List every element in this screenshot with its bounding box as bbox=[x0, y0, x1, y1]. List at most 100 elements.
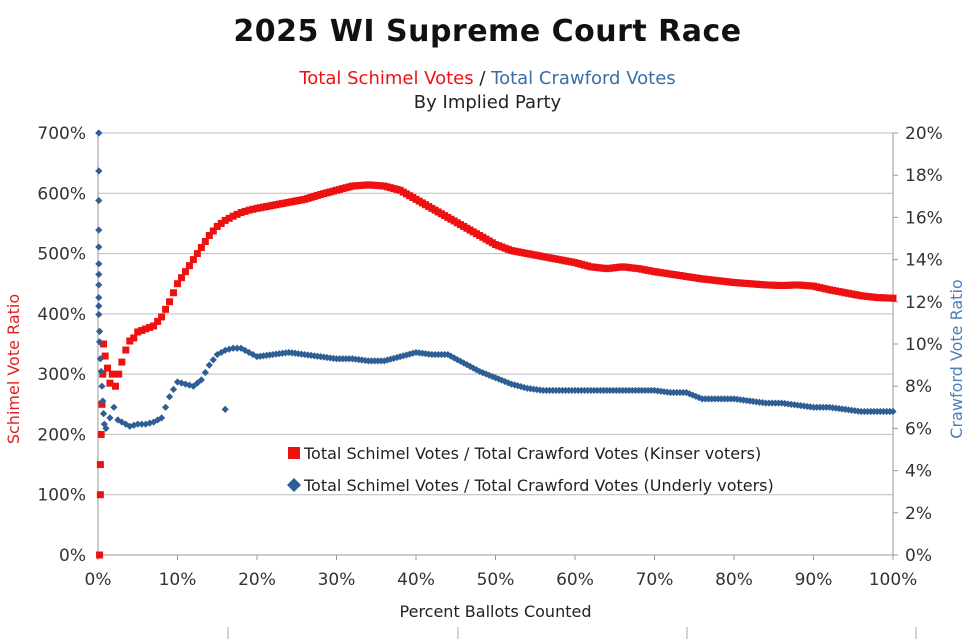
series-point-underly bbox=[138, 420, 146, 428]
series-point-underly bbox=[889, 407, 897, 416]
series-point-kinser bbox=[233, 210, 241, 218]
series-point-kinser bbox=[221, 216, 229, 224]
y-left-axis-title: Schimel Vote Ratio bbox=[4, 294, 23, 444]
x-tick-label: 20% bbox=[238, 570, 276, 590]
series-point-kinser bbox=[104, 364, 112, 372]
series-point-underly bbox=[351, 355, 360, 363]
series-point-underly bbox=[95, 226, 103, 234]
y-left-tick-label: 700% bbox=[37, 124, 86, 144]
series-point-kinser bbox=[101, 352, 109, 360]
y-right-tick-label: 14% bbox=[905, 251, 943, 271]
series-point-underly bbox=[660, 388, 668, 396]
y-right-tick-label: 12% bbox=[905, 293, 943, 313]
y-left-tick-label: 300% bbox=[37, 365, 86, 385]
series-point-underly bbox=[393, 353, 401, 362]
series-point-underly bbox=[262, 351, 271, 359]
series-point-underly bbox=[733, 395, 741, 403]
series-point-underly bbox=[501, 377, 509, 386]
series-point-kinser bbox=[889, 294, 897, 302]
series-point-underly bbox=[479, 369, 487, 377]
series-point-underly bbox=[654, 387, 662, 395]
series-point-underly bbox=[126, 422, 134, 430]
y-right-tick-label: 20% bbox=[905, 124, 943, 144]
y-right-tick-label: 2% bbox=[905, 504, 932, 524]
chart-title: 2025 WI Supreme Court Race bbox=[233, 14, 742, 49]
series-point-underly bbox=[657, 387, 665, 395]
series-point-kinser bbox=[99, 370, 107, 378]
series-point-kinser bbox=[134, 328, 142, 336]
series-point-underly bbox=[161, 403, 170, 411]
series-point-kinser bbox=[181, 268, 189, 276]
series-point-underly bbox=[181, 380, 190, 388]
series-point-underly bbox=[755, 398, 764, 406]
y-right-tick-label: 0% bbox=[905, 546, 932, 566]
series-point-underly bbox=[165, 393, 174, 401]
series-point-underly bbox=[110, 403, 118, 411]
series-point-underly bbox=[229, 344, 237, 352]
series-point-underly bbox=[787, 400, 795, 408]
chart-subtitle: Total Schimel Votes / Total Crawford Vot… bbox=[0, 68, 975, 89]
series-point-kinser bbox=[122, 346, 130, 354]
series-point-kinser bbox=[249, 205, 257, 213]
series-point-underly bbox=[841, 405, 849, 414]
x-tick-label: 40% bbox=[397, 570, 435, 590]
series-point-underly bbox=[399, 352, 407, 360]
series-point-underly bbox=[233, 344, 241, 352]
series-point-underly bbox=[790, 401, 799, 409]
series-point-underly bbox=[313, 352, 322, 360]
series-point-underly bbox=[95, 293, 103, 302]
series-point-underly bbox=[185, 381, 194, 389]
series-point-underly bbox=[752, 398, 760, 406]
subtitle-crawford: Total Crawford Votes bbox=[491, 68, 676, 89]
series-point-underly bbox=[323, 353, 331, 362]
series-point-underly bbox=[102, 424, 110, 432]
series-point-underly bbox=[205, 361, 213, 369]
series-point-underly bbox=[402, 351, 411, 359]
series-point-underly bbox=[348, 355, 356, 363]
series-point-underly bbox=[134, 420, 142, 428]
series-point-underly bbox=[98, 382, 106, 390]
series-point-underly bbox=[193, 379, 201, 387]
series-point-underly bbox=[759, 399, 767, 407]
series-point-underly bbox=[106, 414, 114, 422]
series-point-kinser bbox=[108, 370, 116, 378]
series-point-underly bbox=[95, 129, 103, 137]
series-point-kinser bbox=[166, 298, 174, 306]
series-point-underly bbox=[663, 388, 671, 396]
series-point-underly bbox=[682, 388, 690, 397]
series-point-underly bbox=[95, 281, 103, 289]
series-point-kinser bbox=[189, 256, 197, 264]
series-point-underly bbox=[828, 404, 837, 412]
chart-subtitle-line2: By Implied Party bbox=[413, 92, 562, 113]
series-point-kinser bbox=[213, 222, 221, 230]
series-point-kinser bbox=[138, 326, 146, 334]
series-point-underly bbox=[95, 327, 104, 335]
x-tick-label: 90% bbox=[795, 570, 833, 590]
series-point-underly bbox=[485, 371, 493, 379]
series-point-underly bbox=[301, 350, 309, 359]
series-point-underly bbox=[450, 354, 458, 362]
series-point-underly bbox=[425, 350, 433, 358]
series-point-underly bbox=[272, 350, 280, 358]
series-point-underly bbox=[390, 354, 398, 362]
series-point-underly bbox=[851, 407, 859, 415]
series-point-underly bbox=[95, 310, 103, 319]
series-point-underly bbox=[749, 397, 757, 405]
series-point-kinser bbox=[197, 244, 205, 252]
y-left-tick-label: 500% bbox=[37, 245, 86, 265]
legend-marker-underly bbox=[287, 478, 301, 492]
series-point-underly bbox=[854, 407, 862, 415]
series-point-underly bbox=[447, 352, 455, 360]
series-point-underly bbox=[396, 353, 404, 361]
series-point-underly bbox=[460, 359, 468, 367]
series-point-underly bbox=[237, 344, 245, 352]
x-tick-label: 70% bbox=[636, 570, 674, 590]
series-point-underly bbox=[507, 380, 515, 388]
series-point-underly bbox=[249, 350, 257, 359]
y-right-tick-label: 6% bbox=[905, 419, 932, 439]
series-point-underly bbox=[689, 391, 697, 399]
series-point-kinser bbox=[130, 334, 138, 342]
series-point-underly bbox=[730, 395, 738, 403]
series-point-underly bbox=[95, 302, 103, 310]
series-point-underly bbox=[504, 379, 512, 387]
